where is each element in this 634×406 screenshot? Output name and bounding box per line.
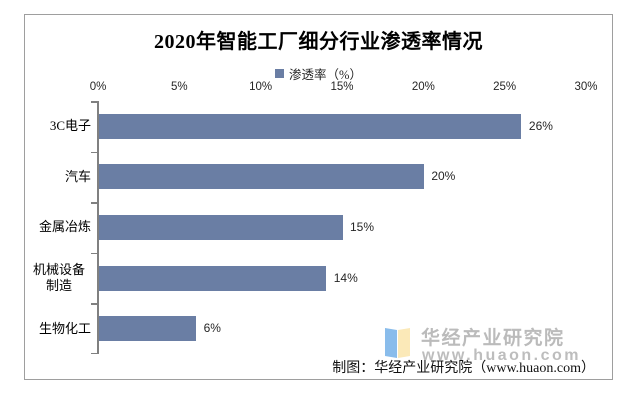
bar [98,113,522,139]
chart-frame: 2020年智能工厂细分行业渗透率情况 渗透率（%） 0% 5% 10% 15% 20% 2… [24,14,613,380]
value-label: 14% [333,270,358,285]
bar [98,215,343,240]
value-label: 20% [431,169,456,184]
category-axis-labels: 3C电子汽车金属冶炼机械设备制造生物化工 [27,101,91,354]
x-tick-label: 25% [493,81,517,93]
category-label: 生物化工 [27,303,91,354]
category-label-text: 生物化工 [38,320,91,336]
x-tick-label: 15% [330,81,354,93]
category-label: 金属冶炼 [27,202,91,253]
legend: 渗透率（%） [25,64,612,83]
x-tick-label: 20% [411,81,435,93]
bar [98,316,197,342]
source-caption: 制图：华经产业研究院（www.huaon.com） [332,361,595,376]
value-label: 26% [528,118,553,133]
legend-label: 渗透率（%） [289,68,362,82]
bar [98,265,327,291]
legend-marker-icon [275,69,285,78]
axis-tick [91,352,97,354]
category-label: 机械设备制造 [27,253,91,304]
category-label-text: 机械设备制造 [32,262,85,294]
category-label-text: 3C电子 [49,118,91,134]
x-tick-label: 5% [171,81,188,93]
value-label: 6% [203,321,221,336]
category-label-text: 汽车 [64,168,91,184]
axis-tick [91,151,97,154]
axis-tick [91,202,97,204]
plot-area: 26% 20% 15% 14% 6% [91,101,586,354]
category-label-text: 金属冶炼 [38,219,91,235]
category-label: 3C电子 [27,101,91,152]
category-label: 汽车 [27,152,91,203]
value-label: 15% [350,220,375,234]
axis-tick [91,252,97,255]
axis-tick [91,303,97,305]
x-tick-label: 30% [574,81,598,93]
x-tick-label: 0% [89,81,107,93]
category-axis-line [97,101,99,354]
x-axis-tick-labels: 0% 5% 10% 15% 20% 25% 30% [90,81,598,95]
x-tick-label: 10% [249,81,273,93]
axis-tick [91,101,97,103]
chart-title: 2020年智能工厂细分行业渗透率情况 [154,31,483,53]
bar [98,164,424,190]
